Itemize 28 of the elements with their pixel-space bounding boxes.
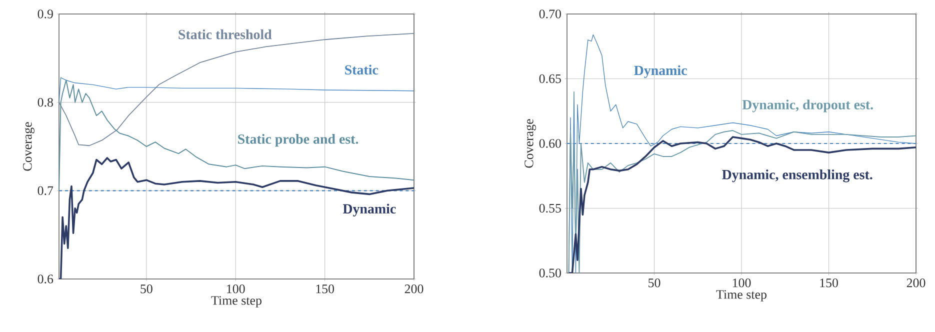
series-label: Dynamic, ensembling est. — [722, 169, 872, 182]
x-axis-title: Time step — [211, 296, 262, 308]
x-tick-label: 50 — [140, 284, 152, 294]
y-tick-label: 0.50 — [539, 268, 561, 278]
series-label: Static threshold — [178, 29, 272, 40]
x-axis-title: Time step — [716, 290, 766, 302]
series-label: Dynamic, dropout est. — [742, 100, 873, 112]
y-axis-title: Coverage — [23, 122, 34, 171]
y-tick-label: 0.8 — [38, 98, 53, 107]
y-tick-label: 0.55 — [539, 204, 561, 213]
x-tick-label: 50 — [648, 278, 660, 288]
y-tick-label: 0.60 — [539, 139, 561, 148]
y-tick-label: 0.65 — [539, 74, 561, 84]
y-tick-label: 0.70 — [539, 10, 561, 18]
x-tick-label: 200 — [404, 284, 424, 294]
series-label: Static — [345, 64, 378, 75]
x-tick-label: 100 — [227, 284, 245, 294]
x-tick-label: 100 — [732, 278, 751, 288]
y-tick-label: 0.6 — [38, 274, 54, 284]
x-tick-label: 200 — [906, 278, 926, 288]
y-tick-label: 0.7 — [38, 186, 54, 196]
text: Dynamic — [634, 65, 687, 78]
x-tick-label: 150 — [316, 284, 334, 294]
series-label: Static probe and est. — [238, 134, 358, 147]
series-label: Dynamic — [342, 204, 396, 216]
y-axis-title: Coverage — [524, 119, 536, 168]
x-tick-label: 150 — [820, 278, 838, 288]
y-tick-label: 0.9 — [38, 10, 53, 18]
